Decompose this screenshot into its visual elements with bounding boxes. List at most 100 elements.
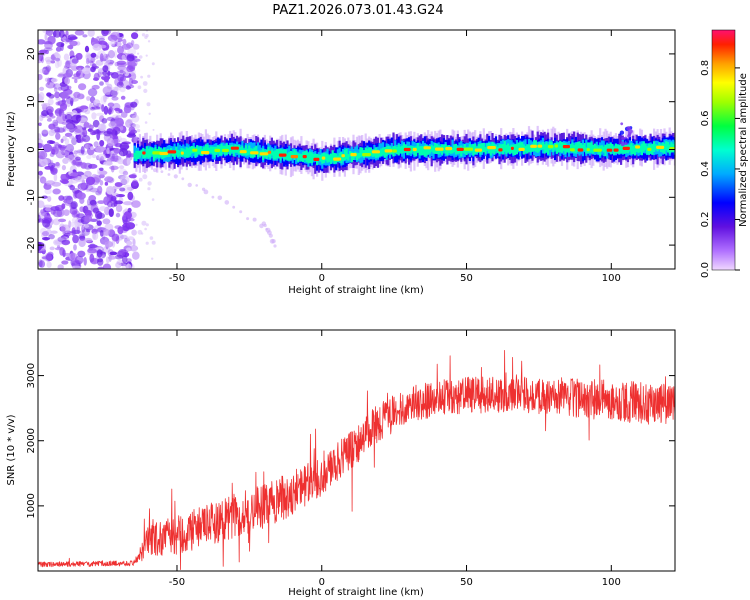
- noise-blob: [108, 62, 114, 66]
- noise-blob: [41, 129, 49, 137]
- noise-blob: [60, 138, 64, 143]
- signal-band-cell: [237, 145, 240, 155]
- noise-blob: [145, 33, 149, 38]
- noise-blob: [121, 54, 126, 60]
- noise-blob: [151, 62, 155, 66]
- x-tick-label: -50: [169, 577, 185, 588]
- signal-band-cell: [446, 145, 449, 156]
- noise-blob: [87, 30, 95, 37]
- signal-band-cell: [632, 145, 635, 155]
- x-tick-label: 0: [319, 273, 325, 284]
- y-tick-label: -10: [26, 189, 37, 205]
- noise-blob: [99, 81, 104, 86]
- signal-band-cell: [288, 151, 291, 161]
- noise-blob: [92, 207, 100, 214]
- noise-blob: [82, 34, 88, 38]
- noise-blob: [45, 81, 56, 89]
- signal-band-cell: [484, 147, 487, 154]
- signal-band-peak: [222, 148, 229, 153]
- signal-band-cell: [291, 151, 294, 158]
- signal-band-cell: [496, 146, 499, 153]
- y-tick-label: 20: [26, 48, 37, 61]
- signal-band-cell: [651, 143, 654, 155]
- noise-blob: [104, 175, 113, 182]
- noise-blob: [131, 244, 137, 253]
- noise-blob: [65, 122, 76, 130]
- spectrogram-plot-area: [38, 30, 675, 269]
- noise-blob: [44, 32, 48, 42]
- signal-band-cell: [338, 152, 341, 160]
- noise-blob: [130, 123, 137, 128]
- noise-blob: [89, 59, 94, 67]
- spectrogram-x-label: Height of straight line (km): [288, 285, 424, 296]
- noise-blob: [55, 57, 61, 62]
- noise-blob: [106, 147, 110, 154]
- noise-blob: [142, 81, 148, 86]
- signal-band-cell: [133, 152, 136, 159]
- noise-blob: [45, 106, 54, 114]
- signal-band-cell: [295, 151, 298, 158]
- signal-band-cell: [552, 144, 555, 153]
- noise-blob: [65, 30, 69, 36]
- signal-band-cell: [501, 144, 505, 155]
- noise-blob: [47, 162, 56, 168]
- noise-blob: [119, 187, 126, 192]
- streak-blob: [271, 239, 276, 244]
- noise-blob: [76, 192, 86, 200]
- noise-blob: [83, 224, 90, 228]
- noise-blob: [84, 170, 92, 178]
- noise-blob: [88, 163, 98, 169]
- noise-blob: [98, 37, 105, 42]
- y-tick-label: 10: [26, 95, 37, 108]
- signal-band-cell: [152, 149, 155, 161]
- signal-band-cell: [567, 146, 571, 153]
- noise-blob: [85, 57, 90, 65]
- noise-blob: [105, 185, 115, 195]
- signal-band-cell: [208, 147, 211, 154]
- signal-band-cell: [527, 144, 531, 153]
- noise-blob: [126, 84, 135, 89]
- noise-blob: [91, 84, 100, 90]
- signal-band-cell: [298, 153, 301, 161]
- noise-blob: [102, 86, 113, 95]
- colorbar-tick-label: 0.2: [700, 212, 711, 228]
- signal-band-peak: [333, 157, 342, 161]
- signal-band-cell: [173, 149, 176, 159]
- noise-blob: [132, 251, 140, 260]
- noise-blob: [41, 110, 49, 117]
- noise-blob: [58, 195, 65, 201]
- signal-band-cell: [559, 140, 562, 153]
- spectrogram-y-axis: -20 -10 0 10 20: [26, 48, 675, 253]
- noise-blob: [48, 234, 55, 240]
- signal-band-cell: [415, 146, 418, 157]
- noise-blob: [49, 166, 54, 171]
- noise-blob: [38, 150, 48, 160]
- noise-blob: [111, 96, 119, 101]
- signal-band-cell: [368, 147, 371, 157]
- signal-band-cell: [270, 149, 273, 156]
- noise-blob: [71, 229, 81, 234]
- signal-band-cell: [326, 153, 329, 163]
- noise-blob: [107, 34, 118, 42]
- signal-band-cell: [357, 152, 360, 159]
- noise-blob: [73, 125, 84, 133]
- noise-blob: [119, 87, 126, 93]
- signal-band-cell: [571, 142, 574, 153]
- streak-blob: [203, 189, 209, 195]
- signal-band-cell: [361, 147, 364, 157]
- noise-blob: [97, 153, 107, 161]
- noise-blob: [98, 158, 104, 162]
- signal-band-peak: [530, 144, 537, 148]
- noise-blob: [85, 189, 91, 193]
- noise-blob: [83, 256, 87, 266]
- noise-blob: [122, 201, 133, 206]
- noise-blob: [42, 230, 49, 237]
- signal-band-cell: [543, 144, 546, 154]
- signal-band-peak: [403, 147, 411, 152]
- noise-blob: [120, 95, 126, 100]
- signal-band-cell: [147, 148, 150, 159]
- noise-blob: [128, 174, 137, 179]
- signal-band-peak: [562, 145, 570, 149]
- noise-blob: [135, 30, 139, 33]
- noise-blob: [92, 231, 99, 241]
